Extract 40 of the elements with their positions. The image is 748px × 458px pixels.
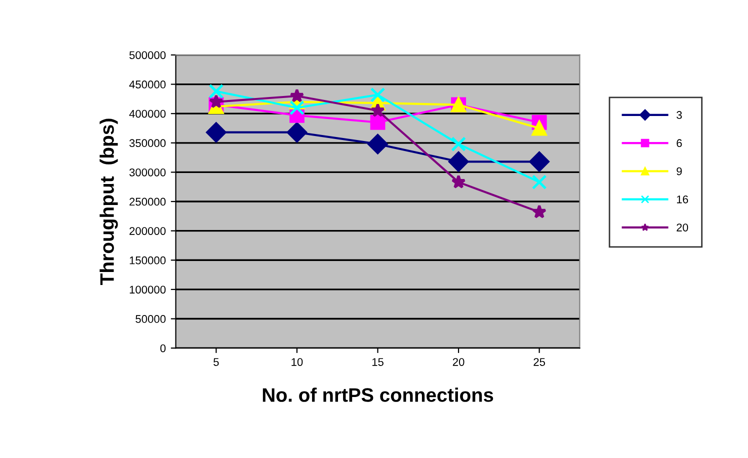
point <box>206 122 226 142</box>
y-tick-label: 300000 <box>129 168 166 176</box>
point <box>290 88 304 102</box>
point <box>451 136 466 152</box>
point <box>532 120 547 136</box>
point <box>532 204 546 218</box>
point <box>208 84 224 99</box>
legend-label: 6 <box>676 139 682 148</box>
legend-label: 3 <box>676 111 682 119</box>
y-tick-label: 450000 <box>129 80 166 88</box>
y-tick-label: 50000 <box>136 315 166 323</box>
x-tick-label: 15 <box>372 358 384 366</box>
point <box>529 152 550 172</box>
point <box>286 122 308 142</box>
y-tick-label: 500000 <box>129 51 166 60</box>
point <box>208 94 224 108</box>
point <box>532 174 547 190</box>
x-axis-title: No. of nrtPS connections <box>262 388 494 402</box>
y-tick-label: 200000 <box>130 227 166 235</box>
point <box>289 100 304 116</box>
y-tick-label: 100000 <box>130 286 166 294</box>
x-tick-label: 20 <box>452 358 464 366</box>
point <box>370 87 386 102</box>
y-tick-label: 350000 <box>129 139 166 148</box>
x-tick-label: 10 <box>292 358 303 366</box>
x-tick-label: 5 <box>214 358 219 366</box>
y-tick-label: 0 <box>160 344 166 352</box>
point <box>370 103 385 117</box>
y-tick-label: 400000 <box>129 110 166 118</box>
point <box>370 114 386 130</box>
point <box>451 174 466 188</box>
y-tick-label: 150000 <box>130 256 166 264</box>
legend-label: 20 <box>676 224 688 232</box>
legend-label: 16 <box>677 195 688 204</box>
point <box>448 152 469 172</box>
y-axis-title: Throughput (bps) <box>100 118 118 285</box>
point <box>368 134 388 154</box>
y-tick-label: 250000 <box>130 198 166 206</box>
legend-label: 9 <box>676 167 682 176</box>
x-tick-label: 25 <box>534 358 546 366</box>
